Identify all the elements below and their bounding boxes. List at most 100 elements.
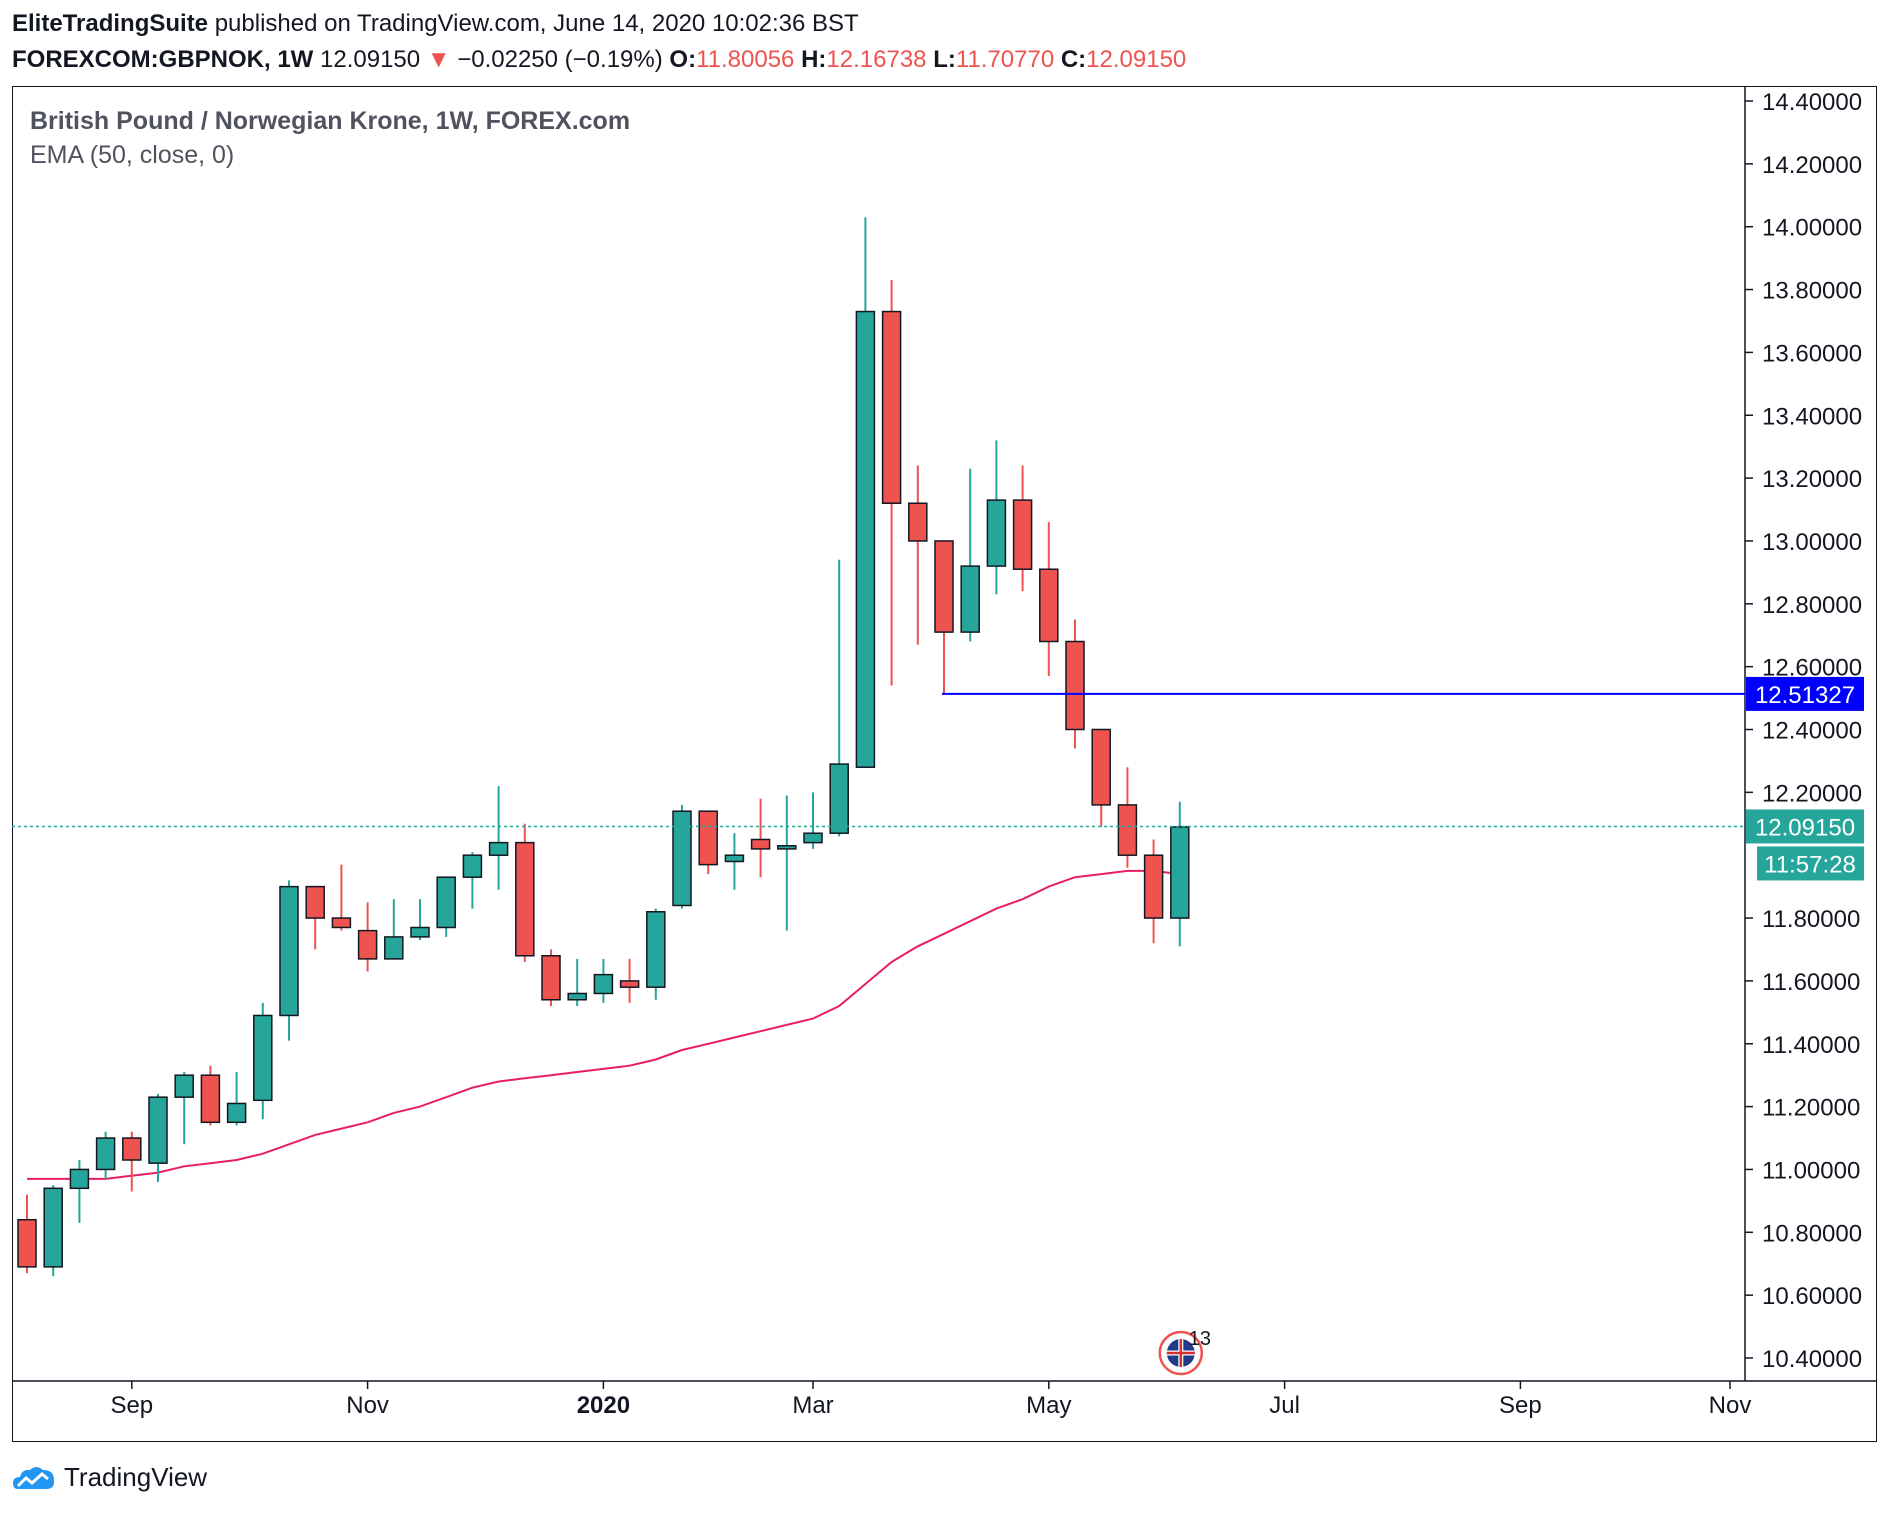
legend-title[interactable]: British Pound / Norwegian Krone, 1W, FOR… (30, 107, 631, 135)
candle (488, 786, 509, 890)
y-tick-label: 12.40000 (1762, 718, 1862, 745)
candle-body (750, 838, 771, 850)
x-tick-label: Sep (1499, 1392, 1542, 1419)
candle (567, 958, 587, 1007)
symbol-name: FOREXCOM:GBPNOK, 1W (12, 46, 314, 73)
x-tick-label: Nov (346, 1392, 389, 1419)
price-axis[interactable]: 14.40000 14.20000 14.00000 13.80000 13.60000… (1745, 89, 1862, 1373)
candle-body (1065, 640, 1085, 731)
candle-body (803, 832, 823, 844)
low-value: 11.70770 (955, 46, 1055, 73)
candle (122, 1131, 142, 1192)
candle-body (357, 929, 378, 960)
candle-body (253, 1014, 273, 1102)
price-axis-labels: 12.51327 12.09150 11:57:28 (1746, 676, 1864, 881)
candle-body (515, 841, 535, 957)
y-tick-label: 10.80000 (1762, 1220, 1862, 1247)
candle (331, 864, 352, 931)
candle-body (593, 973, 614, 995)
candle-body (881, 310, 902, 504)
publish-line: EliteTradingSuite published on TradingVi… (12, 6, 1186, 42)
candle-body (567, 992, 587, 1001)
candle-body (279, 885, 299, 1017)
candle-body (1170, 826, 1190, 919)
candle-body (17, 1218, 37, 1268)
candle-body (43, 1187, 63, 1268)
candle (515, 823, 535, 963)
legend-indicator[interactable]: EMA (50, close, 0) (30, 141, 235, 169)
candle-body (855, 310, 876, 768)
candle (69, 1160, 90, 1223)
candle-body (226, 1102, 247, 1124)
chart-frame (12, 86, 1877, 1442)
candle-body (908, 502, 928, 542)
candle-body (986, 499, 1007, 567)
candle-body (1117, 804, 1138, 856)
high-value: 12.16738 (826, 46, 927, 73)
candle-body (541, 955, 561, 1001)
candle (357, 902, 378, 972)
level-price-label: 12.51327 (1746, 676, 1864, 711)
event-marker[interactable]: 13 (1158, 1328, 1211, 1376)
chart-legend: British Pound / Norwegian Krone, 1W, FOR… (30, 104, 630, 172)
candle-body (488, 841, 509, 856)
candle (1091, 728, 1111, 827)
event-marker-count: 13 (1189, 1328, 1211, 1350)
candle-body (95, 1137, 116, 1171)
ema-series (27, 869, 1180, 1180)
y-tick-label: 11.80000 (1762, 906, 1860, 933)
candle-body (1091, 728, 1111, 806)
candle (986, 440, 1007, 595)
candle-body (1012, 499, 1033, 570)
candle-body (1143, 854, 1164, 919)
y-tick-label: 11.40000 (1762, 1032, 1860, 1059)
y-tick-label: 14.20000 (1762, 152, 1862, 179)
countdown-text: 11:57:28 (1764, 851, 1856, 878)
candle-body (384, 936, 404, 960)
published-text: published on TradingView.com, June 14, 2… (214, 10, 859, 37)
candle (855, 217, 876, 768)
level-label-bg (1746, 676, 1864, 711)
candle (1039, 522, 1059, 677)
candle-body (934, 540, 954, 633)
candle-body (646, 911, 666, 988)
chart-header: EliteTradingSuite published on TradingVi… (12, 6, 1186, 78)
candle (226, 1072, 247, 1126)
candle (881, 280, 902, 686)
candle-body (724, 854, 745, 863)
high-label: H: (801, 46, 827, 73)
candle (384, 899, 404, 960)
candle (777, 795, 797, 931)
candle-body (305, 885, 325, 919)
ema-line (27, 869, 1180, 1180)
last-price-text: 12.09150 (1755, 814, 1855, 841)
candle-body (148, 1096, 168, 1164)
change-down-icon: ▼ (426, 46, 451, 73)
low-label: L: (933, 46, 956, 73)
footer-brand[interactable]: TradingView (12, 1462, 207, 1493)
candle-body (829, 763, 849, 834)
y-tick-label: 13.40000 (1762, 403, 1862, 430)
time-axis[interactable]: Sep Nov 2020 Mar May Jul Sep Nov (110, 1381, 1751, 1419)
x-tick-label: 2020 (577, 1392, 630, 1419)
candle (17, 1194, 37, 1274)
candle (305, 885, 325, 950)
publisher-name[interactable]: EliteTradingSuite (12, 10, 209, 37)
y-tick-label: 13.20000 (1762, 466, 1862, 493)
open-value: 11.80056 (696, 46, 795, 73)
candle (200, 1065, 221, 1126)
candle (908, 465, 928, 645)
candle (1065, 619, 1085, 749)
y-tick-label: 13.80000 (1762, 278, 1862, 305)
candle-body (1039, 568, 1059, 643)
candle-body (462, 854, 483, 878)
candle-body (436, 876, 456, 929)
y-tick-label: 12.80000 (1762, 592, 1862, 619)
candle-body (672, 810, 692, 907)
close-label: C: (1060, 46, 1087, 73)
candle (672, 804, 692, 909)
close-value: 12.09150 (1086, 46, 1187, 73)
last-price-bg (1746, 809, 1864, 844)
tradingview-cloud-logo-icon (13, 1466, 55, 1489)
